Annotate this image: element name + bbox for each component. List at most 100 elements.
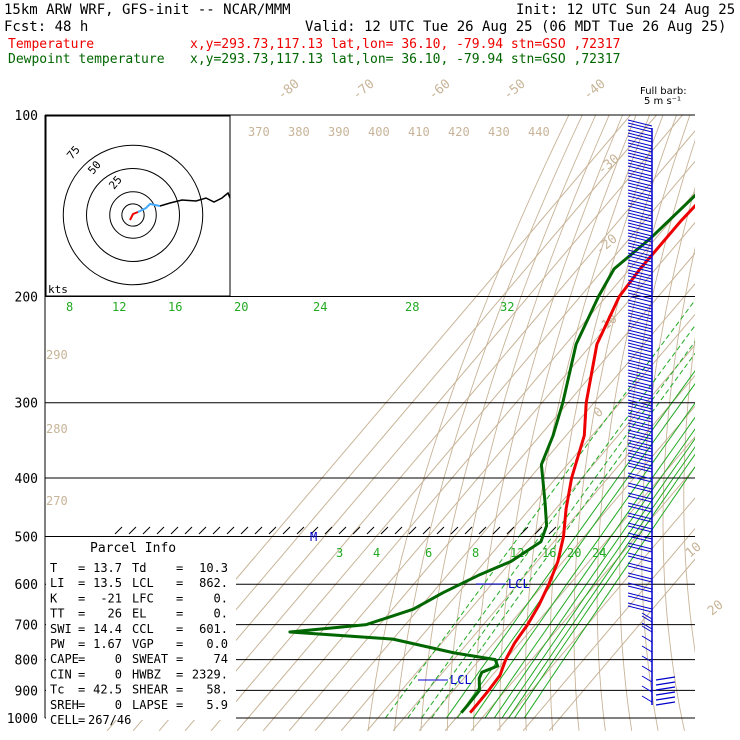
parcel-info-cell: CELL: [50, 713, 79, 727]
wind-barb: [627, 409, 653, 417]
parcel-info-cell: 58.: [206, 683, 228, 697]
wind-barb: [627, 459, 653, 467]
theta-label: 270: [46, 494, 68, 508]
parcel-info-cell: K: [50, 591, 58, 605]
hatch-mark: [506, 526, 515, 535]
wind-barb: [627, 485, 653, 493]
dry-adiabat-line: [446, 115, 610, 731]
hatch-mark: [478, 526, 487, 535]
mean-wind-marker: M: [310, 530, 317, 544]
pressure-tick-label: 200: [15, 291, 38, 306]
dry-adiabat-line: [596, 115, 691, 731]
wind-barb: [627, 595, 653, 603]
pressure-tick-label: 600: [15, 578, 38, 593]
parcel-info-cell: 13.7: [93, 561, 122, 575]
parcel-info-box: Parcel Info T = 13.7 Td = 10.3 LI = 13.5 LCL = 862. K…: [46, 537, 236, 727]
isotherm-line: [470, 466, 695, 732]
wind-barb: [627, 269, 653, 277]
hatch-mark: [534, 526, 543, 535]
wind-barb: [627, 352, 653, 360]
parcel-info-cell: =: [176, 698, 183, 712]
wind-barb: [627, 122, 653, 130]
dry-adiabat-line: [619, 139, 695, 731]
wind-barb: [627, 542, 653, 550]
wind-barb: [627, 239, 653, 247]
isotherm-line: [418, 405, 695, 732]
wind-barb: [627, 202, 653, 210]
wind-barb: [627, 449, 653, 457]
valid-time: Valid: 12 UTC Tue 26 Aug 25 (06 MDT Tue …: [305, 19, 726, 35]
wind-barb: [627, 335, 653, 343]
parcel-info-cell: =: [176, 607, 183, 621]
dewpoint-line: [288, 193, 695, 714]
wind-barb: [627, 492, 653, 500]
mixing-ratio-label: 24: [592, 546, 606, 560]
pressure-tick-label: 800: [15, 654, 38, 669]
wind-barb: [627, 295, 653, 303]
parcel-info-cell: 0: [115, 652, 122, 666]
wind-barb: [627, 129, 653, 137]
parcel-info-cell: Tc: [50, 683, 64, 697]
wind-barb: [627, 535, 653, 543]
mixing-ratio-label: 16: [542, 546, 556, 560]
wind-barb: [641, 695, 653, 703]
wind-barb: [627, 445, 653, 453]
parcel-info-cell: =: [176, 576, 183, 590]
wind-barb: [627, 255, 653, 263]
wind-barb: [627, 242, 653, 250]
temperature-info: x,y=293.73,117.13 lat,lon= 36.10, -79.94…: [190, 37, 620, 52]
hatch-mark: [268, 526, 277, 535]
wind-barb: [641, 635, 653, 643]
parcel-info-cell: 267/46: [88, 713, 131, 727]
dry-adiabat-line: [420, 115, 597, 731]
wind-barb: [627, 605, 653, 613]
isotherm-line: [158, 115, 684, 732]
wind-barb: [627, 159, 653, 167]
wind-barb: [627, 562, 653, 570]
hatch-mark: [408, 526, 417, 535]
wind-barb: [627, 142, 653, 150]
isotherm-line: [392, 374, 695, 732]
parcel-info-cell: SHEAR: [132, 683, 169, 697]
parcel-info-cell: =: [78, 561, 85, 575]
mixing-ratio-label: 3: [336, 546, 343, 560]
hatch-mark: [394, 526, 403, 535]
wind-barb: [627, 405, 653, 413]
wind-barb: [627, 132, 653, 140]
parcel-info-cell: =: [176, 652, 183, 666]
parcel-info-cell: SREH: [50, 698, 79, 712]
wind-barb: [641, 665, 653, 673]
mixing-ratio-label: 4: [373, 546, 380, 560]
hatch-mark: [184, 526, 193, 535]
wind-barb: [627, 185, 653, 193]
isotherms: [106, 115, 695, 732]
wind-barb: [627, 275, 653, 283]
pressure-tick-label: 1000: [7, 712, 38, 727]
wind-barb: [627, 462, 653, 470]
parcel-info-cell: =: [78, 607, 85, 621]
parcel-box-bg: [46, 537, 236, 720]
theta-label: 370: [248, 125, 270, 139]
wind-barb: [641, 625, 653, 633]
wind-barb: [627, 565, 653, 573]
dry-adiabat-line: [367, 115, 570, 731]
parcel-info-cell: -21: [100, 591, 122, 605]
pressure-tick-label: 700: [15, 619, 38, 634]
theta-label: 280: [46, 422, 68, 436]
wind-barb: [627, 522, 653, 530]
wind-barb: [627, 165, 653, 173]
hatch-mark: [282, 526, 291, 535]
hatch-mark: [142, 526, 151, 535]
parcel-info-cell: 42.5: [93, 683, 122, 697]
wind-barb: [627, 555, 653, 563]
parcel-info-cell: =: [176, 637, 183, 651]
parcel-info-cell: T: [50, 561, 57, 575]
wind-barb: [627, 309, 653, 317]
isotherm-label: 10: [683, 540, 705, 562]
theta-label: 400: [368, 125, 390, 139]
parcel-info-cell: 13.5: [93, 576, 122, 590]
theta-label: 440: [528, 125, 550, 139]
wind-barb: [627, 552, 653, 560]
parcel-info-cell: SWI: [50, 622, 72, 636]
isotherm-label: 20: [705, 598, 727, 620]
